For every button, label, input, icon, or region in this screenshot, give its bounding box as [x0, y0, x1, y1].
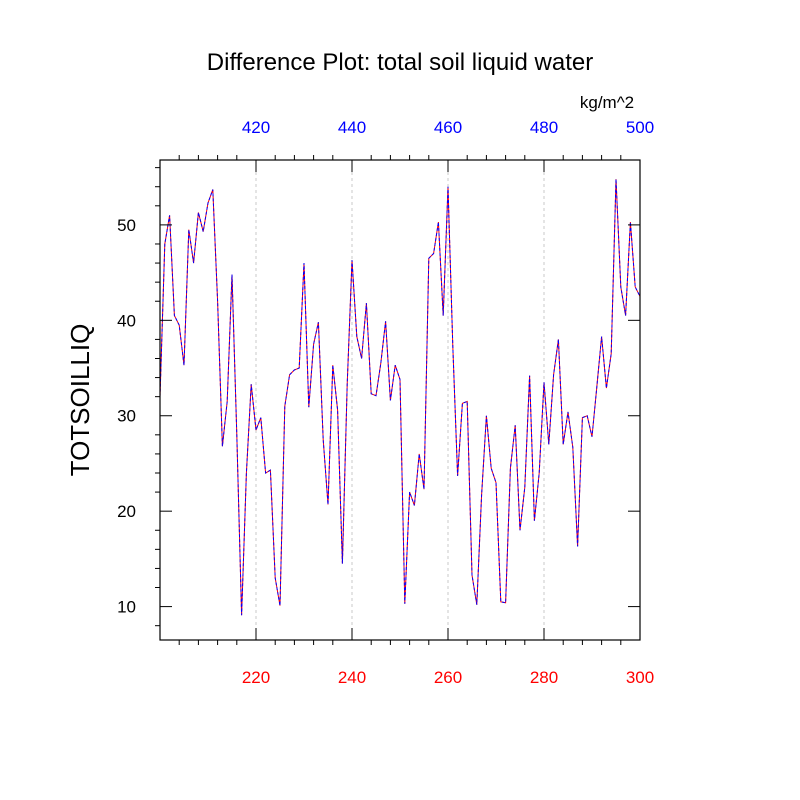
- y-tick-label: 20: [117, 502, 136, 521]
- x-top-tick-label: 460: [434, 118, 462, 137]
- y-tick-label: 10: [117, 598, 136, 617]
- series-line-bottom-axis: [159, 179, 641, 616]
- units-label: kg/m^2: [580, 93, 634, 112]
- x-top-tick-label: 420: [242, 118, 270, 137]
- x-bottom-tick-label: 240: [338, 668, 366, 687]
- y-tick-label: 40: [117, 311, 136, 330]
- x-bottom-tick-label: 300: [626, 668, 654, 687]
- chart-title: Difference Plot: total soil liquid water: [207, 49, 593, 76]
- y-tick-label: 30: [117, 407, 136, 426]
- x-top-tick-label: 480: [530, 118, 558, 137]
- x-top-tick-label: 500: [626, 118, 654, 137]
- x-top-tick-label: 440: [338, 118, 366, 137]
- series-lines: [159, 179, 641, 616]
- y-tick-label: 50: [117, 216, 136, 235]
- series-line-top-axis: [159, 179, 641, 616]
- y-axis-label: TOTSOILLIQ: [65, 324, 95, 477]
- plot-frame: [159, 159, 641, 641]
- x-bottom-tick-label: 260: [434, 668, 462, 687]
- x-bottom-tick-label: 220: [242, 668, 270, 687]
- x-bottom-tick-label: 280: [530, 668, 558, 687]
- grid-lines: [255, 160, 641, 640]
- axes: 10 20 30 40 50 220 240 260 280 300 420 440 460 480 500: [117, 118, 654, 687]
